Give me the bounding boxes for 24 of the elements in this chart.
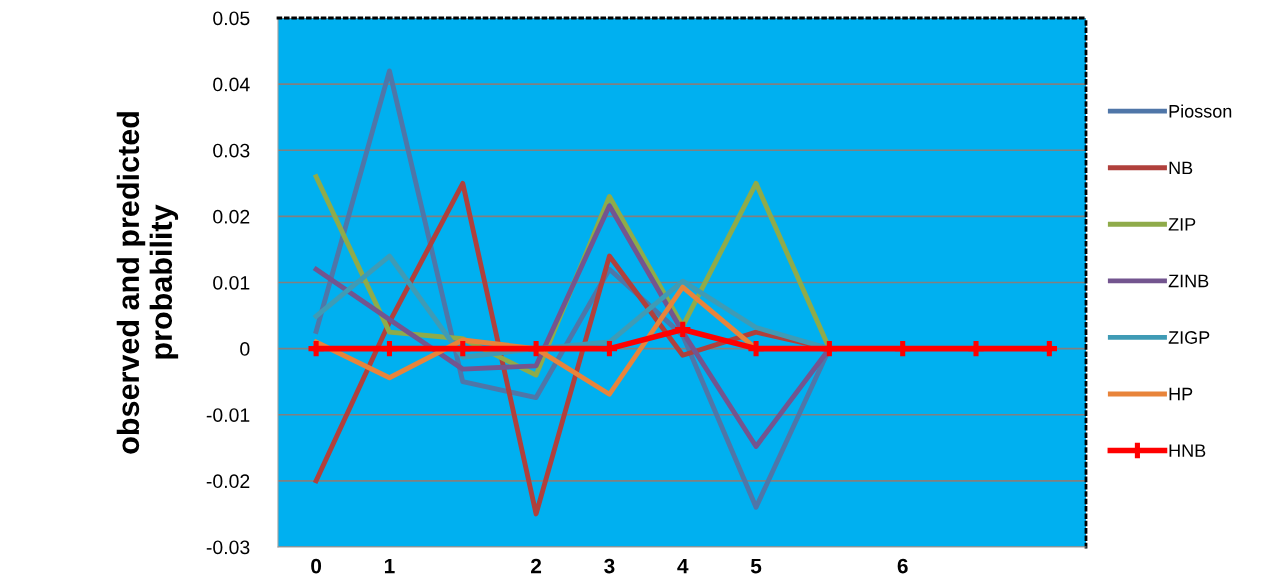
x-tick-label: 2 [531, 558, 542, 574]
y-tick-label: 0.03 [213, 143, 250, 158]
y-tick-label: 0.01 [213, 275, 250, 290]
y-tick-label: 0.02 [213, 209, 250, 224]
x-tick-label: 6 [897, 558, 908, 574]
y-tick-label: -0.01 [206, 408, 250, 422]
y-tick-label: -0.03 [206, 540, 250, 555]
legend-label: HNB [1169, 444, 1206, 457]
y-axis-title: observed and predicted probability [116, 112, 179, 454]
x-tick-label: 5 [750, 558, 762, 574]
y-tick-label: 0.04 [213, 77, 250, 92]
legend-label: HP [1169, 387, 1193, 401]
x-tick-label: 3 [604, 558, 615, 574]
legend-label: Piosson [1169, 104, 1232, 118]
legend-label: ZIP [1168, 218, 1196, 231]
x-tick-label: 1 [384, 558, 395, 574]
y-tick-label: 0.05 [213, 11, 250, 26]
x-tick-label: 4 [677, 558, 689, 574]
x-tick-label: 0 [311, 558, 322, 574]
legend-label: NB [1169, 161, 1193, 175]
legend-label: ZINB [1168, 274, 1209, 288]
y-tick-label: 0 [240, 342, 250, 356]
y-tick-label: -0.02 [206, 474, 250, 489]
legend-label: ZIGP [1168, 331, 1210, 344]
